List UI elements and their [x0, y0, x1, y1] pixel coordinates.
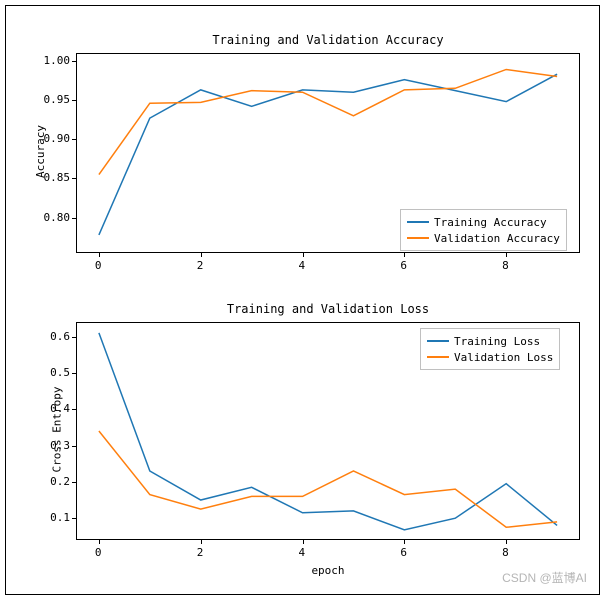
- xtick-mark: [404, 540, 405, 544]
- loss-legend: Training Loss Validation Loss: [420, 328, 560, 370]
- ytick-label: 0.1: [50, 511, 70, 524]
- legend-line-swatch: [427, 340, 449, 342]
- xtick-mark: [201, 540, 202, 544]
- xtick-label: 0: [95, 546, 102, 559]
- ytick-label: 0.3: [50, 439, 70, 452]
- ytick-mark: [72, 373, 76, 374]
- ytick-mark: [72, 518, 76, 519]
- legend-label: Validation Loss: [454, 351, 553, 364]
- legend-item: Training Loss: [427, 333, 553, 349]
- ytick-label: 0.6: [50, 330, 70, 343]
- ytick-mark: [72, 482, 76, 483]
- xtick-label: 4: [299, 546, 306, 559]
- ytick-mark: [72, 409, 76, 410]
- ytick-mark: [72, 337, 76, 338]
- ytick-label: 0.4: [50, 402, 70, 415]
- xtick-mark: [506, 540, 507, 544]
- series-line: [99, 431, 557, 527]
- legend-label: Training Loss: [454, 335, 540, 348]
- legend-line-swatch: [427, 356, 449, 358]
- ytick-label: 0.2: [50, 475, 70, 488]
- watermark-text: CSDN @蓝博AI: [502, 569, 587, 586]
- xtick-mark: [99, 540, 100, 544]
- xtick-label: 8: [502, 546, 509, 559]
- ytick-mark: [72, 446, 76, 447]
- xtick-label: 2: [197, 546, 204, 559]
- loss-lines-svg: [0, 0, 609, 608]
- legend-item: Validation Loss: [427, 349, 553, 365]
- ytick-label: 0.5: [50, 366, 70, 379]
- xtick-mark: [303, 540, 304, 544]
- xtick-label: 6: [400, 546, 407, 559]
